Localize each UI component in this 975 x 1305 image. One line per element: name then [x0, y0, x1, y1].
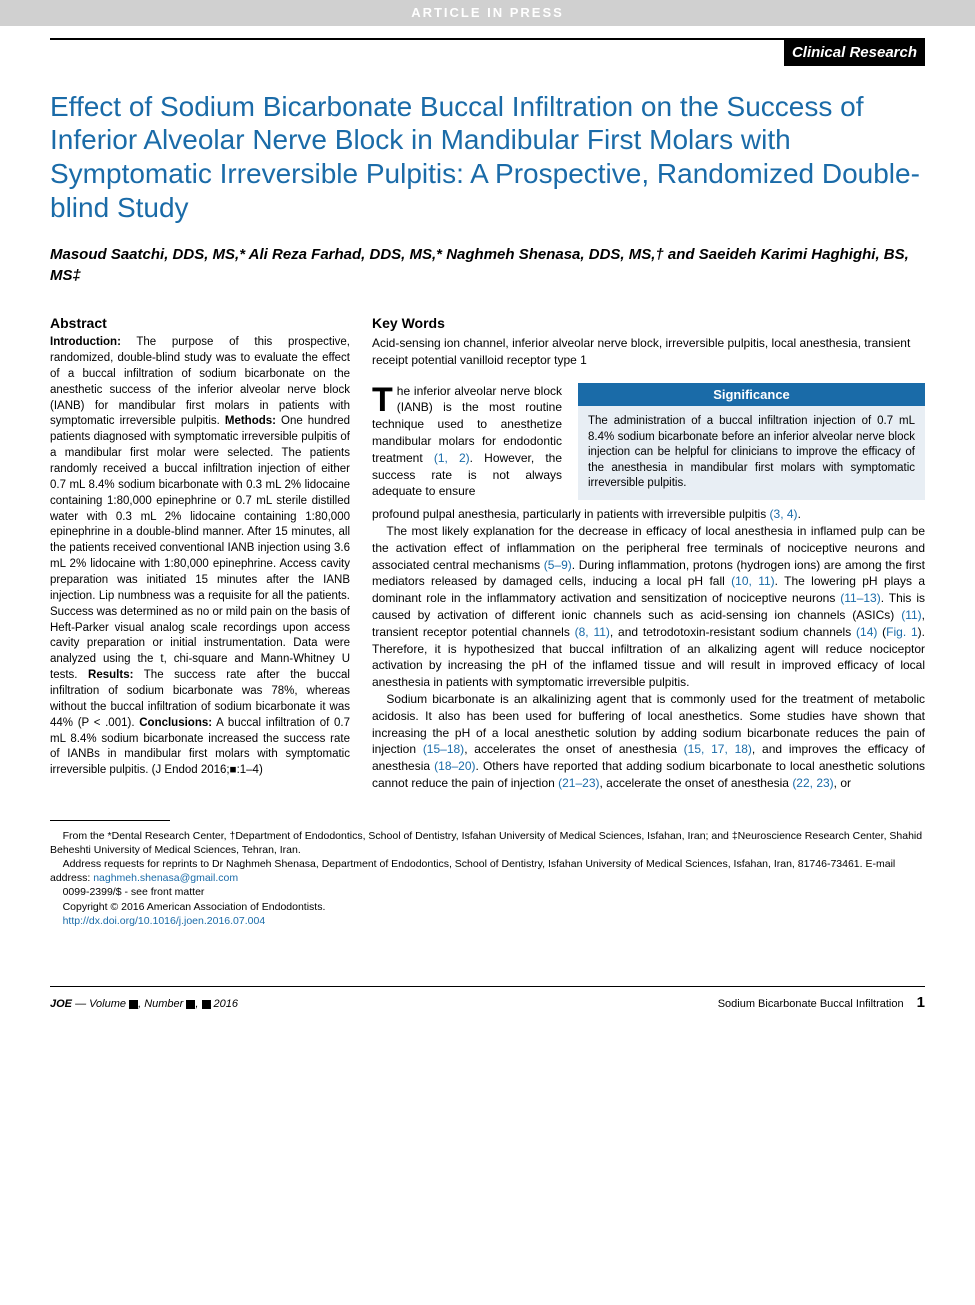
- article-title: Effect of Sodium Bicarbonate Buccal Infi…: [50, 90, 925, 224]
- footer-journal-ref: JOE — Volume , Number , 2016: [50, 997, 238, 1012]
- page-footer: JOE — Volume , Number , 2016 Sodium Bica…: [0, 993, 975, 1031]
- ref-link[interactable]: (10, 11): [731, 574, 775, 588]
- article-in-press-banner: ARTICLE IN PRESS: [0, 0, 975, 26]
- footnote-doi: http://dx.doi.org/10.1016/j.joen.2016.07…: [50, 914, 925, 928]
- ref-link[interactable]: (11–13): [840, 591, 880, 605]
- ref-link[interactable]: (11): [901, 608, 921, 622]
- body-text: (: [877, 625, 886, 639]
- ref-link[interactable]: (15–18): [423, 742, 464, 756]
- abstract-intro-text: The purpose of this prospective, randomi…: [50, 336, 350, 427]
- body-text: , accelerates the onset of anesthesia: [464, 742, 683, 756]
- body-p2: The most likely explanation for the decr…: [372, 523, 925, 691]
- intro-row: The inferior alveolar nerve block (IANB)…: [372, 383, 925, 501]
- footnote-affiliation: From the *Dental Research Center, †Depar…: [50, 829, 925, 857]
- body-p3: Sodium bicarbonate is an alkalinizing ag…: [372, 691, 925, 792]
- ref-link[interactable]: (5–9): [544, 558, 572, 572]
- footer-year: 2016: [211, 998, 239, 1010]
- body-text: .: [798, 507, 801, 521]
- article-authors: Masoud Saatchi, DDS, MS,* Ali Reza Farha…: [50, 244, 925, 286]
- footer-joe: JOE: [50, 998, 72, 1010]
- ref-link[interactable]: Fig. 1: [886, 625, 917, 639]
- ref-link[interactable]: (21–23): [558, 776, 599, 790]
- footnotes: From the *Dental Research Center, †Depar…: [50, 829, 925, 928]
- footer-label: Sodium Bicarbonate Buccal Infiltration: [718, 998, 904, 1010]
- ref-link[interactable]: (3, 4): [770, 507, 798, 521]
- two-column-layout: Abstract Introduction: The purpose of th…: [50, 314, 925, 792]
- body-text: , or: [834, 776, 851, 790]
- page-content: Effect of Sodium Bicarbonate Buccal Infi…: [0, 90, 975, 958]
- abstract-body: Introduction: The purpose of this prospe…: [50, 335, 350, 779]
- category-label: Clinical Research: [784, 40, 925, 66]
- placeholder-icon: [202, 1000, 211, 1009]
- body-text: , accelerate the onset of anesthesia: [600, 776, 793, 790]
- abstract-results-label: Results:: [88, 669, 133, 681]
- abstract-intro-label: Introduction:: [50, 336, 121, 348]
- footer-running-head: Sodium Bicarbonate Buccal Infiltration 1: [718, 993, 925, 1013]
- keywords-text: Acid-sensing ion channel, inferior alveo…: [372, 335, 925, 369]
- significance-heading: Significance: [578, 383, 925, 407]
- footnote-separator: [50, 820, 170, 821]
- body-text: , and tetrodotoxin-resistant sodium chan…: [610, 625, 856, 639]
- intro-paragraph: The inferior alveolar nerve block (IANB)…: [372, 383, 562, 501]
- footnote-issn: 0099-2399/$ - see front matter: [50, 885, 925, 899]
- abstract-methods-label: Methods:: [225, 415, 276, 427]
- placeholder-icon: [129, 1000, 138, 1009]
- category-bar: Clinical Research: [50, 40, 925, 66]
- significance-box: Significance The administration of a buc…: [578, 383, 925, 501]
- ref-link[interactable]: (15, 17, 18): [684, 742, 752, 756]
- footer-num: , Number: [138, 998, 186, 1010]
- footnote-correspondence: Address requests for reprints to Dr Nagh…: [50, 857, 925, 885]
- ref-link[interactable]: (22, 23): [792, 776, 833, 790]
- footnote-copyright: Copyright © 2016 American Association of…: [50, 900, 925, 914]
- body-text: profound pulpal anesthesia, particularly…: [372, 507, 770, 521]
- ref-link[interactable]: (1, 2): [434, 451, 470, 465]
- doi-link[interactable]: http://dx.doi.org/10.1016/j.joen.2016.07…: [63, 915, 266, 927]
- body-p1: profound pulpal anesthesia, particularly…: [372, 506, 925, 523]
- abstract-concl-label: Conclusions:: [139, 717, 212, 729]
- placeholder-icon: [186, 1000, 195, 1009]
- ref-link[interactable]: (18–20): [434, 759, 475, 773]
- body-column: Key Words Acid-sensing ion channel, infe…: [372, 314, 925, 792]
- abstract-heading: Abstract: [50, 314, 350, 333]
- dropcap: T: [372, 383, 397, 416]
- email-link[interactable]: naghmeh.shenasa@gmail.com: [93, 872, 238, 884]
- significance-text: The administration of a buccal infiltrat…: [578, 406, 925, 500]
- abstract-column: Abstract Introduction: The purpose of th…: [50, 314, 350, 792]
- page-number: 1: [917, 994, 925, 1011]
- main-body: profound pulpal anesthesia, particularly…: [372, 506, 925, 792]
- bottom-rule: [50, 986, 925, 987]
- ref-link[interactable]: (14): [856, 625, 877, 639]
- keywords-heading: Key Words: [372, 314, 925, 333]
- footer-vol: — Volume: [72, 998, 129, 1010]
- ref-link[interactable]: (8, 11): [575, 625, 610, 639]
- abstract-methods-text: One hundred patients diagnosed with symp…: [50, 415, 350, 681]
